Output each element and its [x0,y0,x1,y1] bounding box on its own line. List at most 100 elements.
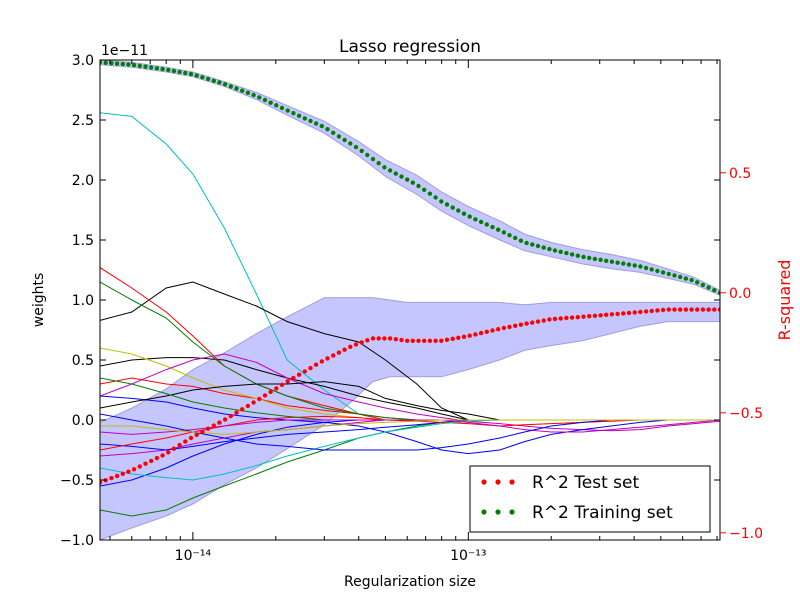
test-r2-point [370,336,376,341]
test-r2-point [581,314,586,319]
test-r2-point [257,396,262,402]
test-r2-point [154,455,160,461]
y-tick-label-left: 0.5 [72,353,94,369]
training-r2-point [342,137,347,143]
training-r2-point [217,80,222,85]
test-r2-point [171,446,177,451]
training-r2-point [376,161,381,166]
test-r2-point [678,307,683,312]
test-r2-point [393,337,398,342]
training-r2-point [615,260,620,265]
test-r2-point [183,439,188,444]
test-r2-point [166,450,171,455]
test-r2-point [478,330,484,336]
test-r2-point [268,389,273,395]
test-r2-point [399,337,404,343]
test-r2-point [615,311,620,317]
y-tick-label-left: −1.0 [60,533,94,549]
chart-title: Lasso regression [339,37,481,57]
test-r2-point [240,407,245,412]
training-r2-point [496,227,501,232]
test-r2-point [450,336,455,341]
test-r2-point [473,332,478,337]
test-r2-point [695,307,700,312]
y-tick-label-left: 0.0 [72,413,94,429]
test-r2-point [484,329,489,334]
training-r2-point [137,63,142,69]
training-r2-point [433,195,438,200]
y-tick-label-left: 1.5 [72,233,94,249]
y-tick-label-right: 0.5 [729,166,751,182]
test-r2-point [211,423,216,428]
training-r2-point [325,127,330,132]
test-r2-point [598,313,603,318]
legend-train-marker-2 [495,509,501,515]
training-r2-point [439,199,444,204]
training-r2-point [257,95,262,100]
legend-train-label: R^2 Training set [532,503,673,523]
test-r2-point [131,467,137,472]
test-r2-point [143,461,148,466]
training-r2-point [399,174,404,179]
test-r2-point [501,325,507,331]
test-r2-point [626,310,632,316]
test-r2-point [643,309,649,314]
test-r2-point [427,338,433,343]
training-r2-point [626,262,632,267]
training-r2-point [427,191,433,196]
training-r2-point [393,171,398,176]
test-r2-point [706,307,711,312]
training-r2-point [262,97,268,103]
legend-train-marker-3 [509,509,515,515]
training-r2-point [598,257,603,262]
training-r2-point [632,263,637,268]
test-r2-point [222,417,228,422]
plot-clip-group [100,60,720,540]
test-r2-point [575,315,580,320]
test-r2-point [530,320,535,325]
training-r2-point [370,156,376,162]
test-r2-point [604,312,609,317]
x-tick-label: 10⁻¹⁴ [175,548,212,564]
test-r2-point [507,324,512,330]
training-r2-point [456,208,461,213]
test-r2-point [245,403,251,409]
test-r2-point [217,420,222,425]
training-r2-point [518,238,524,243]
legend: R^2 Test set R^2 Training set [469,465,711,533]
training-r2-point [365,152,370,158]
y-tick-label-left: −0.5 [60,473,94,489]
training-r2-point [319,123,324,129]
test-r2-point [518,322,524,327]
training-r2-point [171,68,177,74]
y-axis-label-left: weights [31,273,47,328]
training-r2-point [387,168,393,173]
training-r2-point [678,274,683,280]
weight-path-20 [100,419,720,435]
training-r2-point [100,60,103,65]
test-r2-point [496,327,501,332]
test-r2-point [359,340,364,345]
training-r2-point [143,64,148,69]
test-r2-point [205,426,211,431]
training-r2-point [296,113,302,119]
test-r2-point [700,307,706,312]
training-r2-point [422,187,427,192]
training-r2-point [410,180,415,185]
training-r2-point [285,108,290,113]
training-r2-point [541,245,546,250]
training-r2-point [569,252,575,257]
test-r2-point [376,336,381,341]
test-r2-point [188,435,194,441]
x-tick-label: 10⁻¹³ [450,548,486,564]
training-r2-point [348,141,353,146]
test-r2-point [279,382,285,387]
test-r2-point [416,338,421,343]
test-r2-point [405,338,410,343]
training-r2-point [649,267,654,272]
training-r2-point [535,243,541,249]
test-r2-point [592,313,598,318]
test-r2-point [200,429,205,434]
training-r2-point [126,62,131,67]
legend-box [469,465,711,533]
